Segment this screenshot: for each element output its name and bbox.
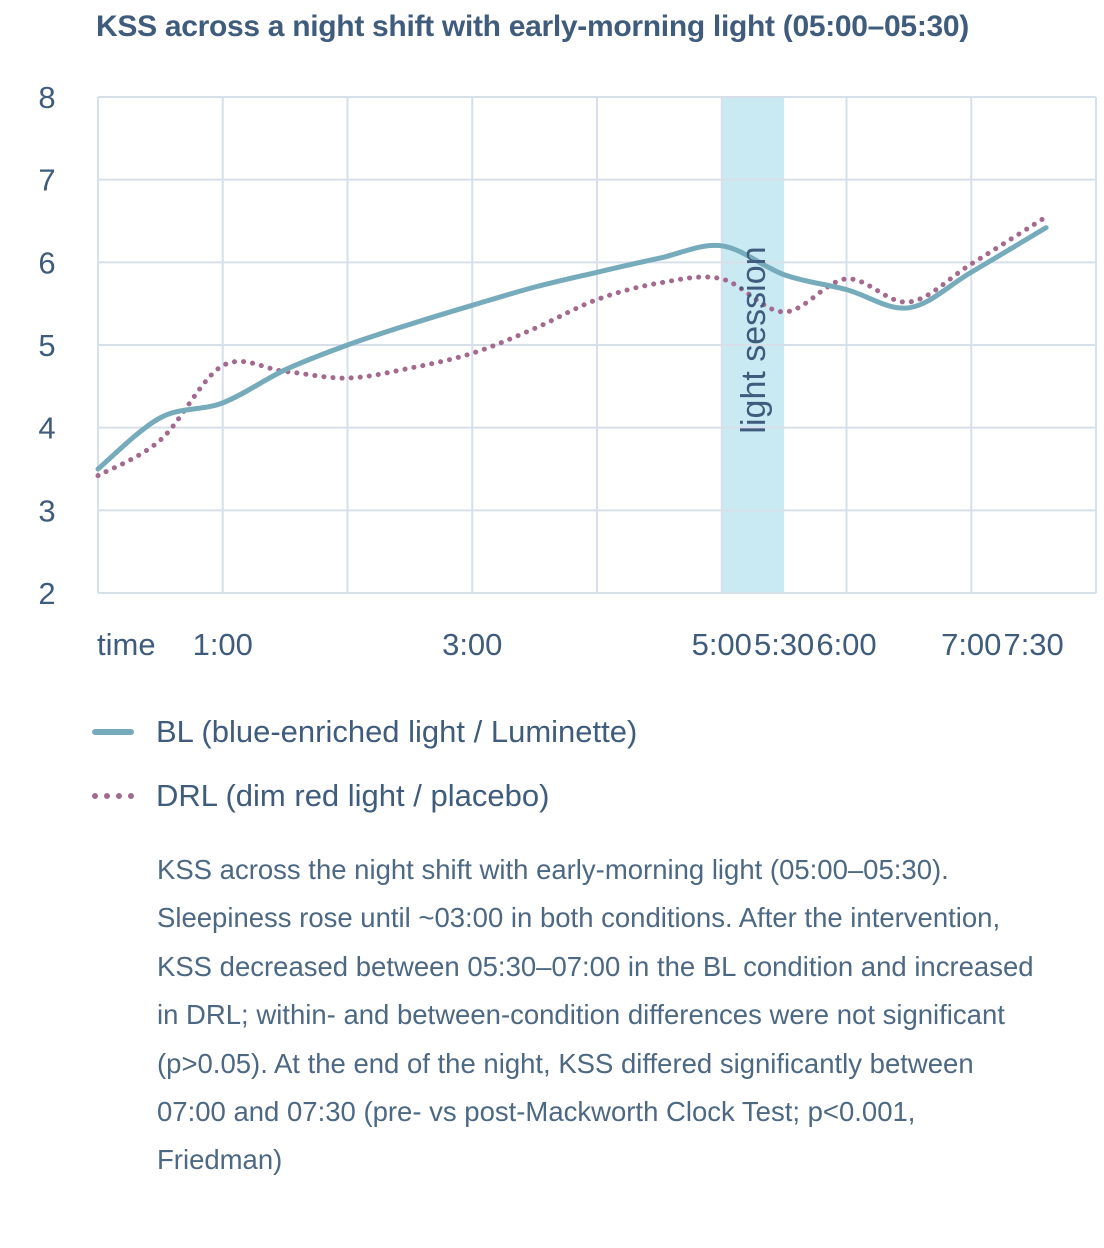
- y-tick-label: 6: [38, 245, 55, 280]
- chart-grid: [97, 96, 1097, 594]
- chart-title: KSS across a night shift with early-morn…: [96, 10, 969, 43]
- x-tick-label: 3:00: [442, 627, 502, 662]
- y-tick-label: 7: [38, 163, 55, 198]
- y-tick-label: 8: [38, 80, 55, 115]
- x-tick-label: 5:00: [692, 627, 752, 662]
- light-session-label: light session: [735, 246, 773, 433]
- legend-swatch-dotted: [92, 793, 134, 799]
- series-line-drl: [95, 214, 1049, 479]
- x-tick-label: 6:00: [816, 627, 876, 662]
- figure-caption: KSS across the night shift with early-mo…: [157, 854, 1034, 1176]
- chart-legend: BL (blue-enriched light / Luminette) DRL…: [92, 700, 637, 828]
- y-tick-label: 5: [38, 328, 55, 363]
- series-line-bl: [95, 225, 1049, 472]
- x-tick-label: 1:00: [193, 627, 253, 662]
- legend-swatch-solid: [92, 729, 134, 735]
- x-axis-label: time: [97, 627, 156, 662]
- y-axis-ticks: 2 3 4 5 6 7 8: [38, 80, 55, 611]
- y-tick-label: 2: [38, 576, 55, 611]
- x-tick-label: 7:00: [941, 627, 1001, 662]
- y-tick-label: 3: [38, 493, 55, 528]
- legend-label-drl: DRL (dim red light / placebo): [156, 778, 550, 813]
- y-tick-label: 4: [38, 411, 55, 446]
- legend-item-drl: DRL (dim red light / placebo): [92, 764, 637, 828]
- x-axis-ticks: 1:00 3:00 5:00 5:30 6:00 7:00 7:30: [193, 627, 1064, 662]
- kss-line-chart: 2 3 4 5 6 7 8 1:00 3:00 5:00 5:30 6:00 7:00 7:30 lig…: [38, 80, 1097, 662]
- legend-item-bl: BL (blue-enriched light / Luminette): [92, 700, 637, 764]
- legend-label-bl: BL (blue-enriched light / Luminette): [156, 714, 638, 749]
- x-tick-label: 7:30: [1003, 627, 1063, 662]
- x-tick-label: 5:30: [754, 627, 814, 662]
